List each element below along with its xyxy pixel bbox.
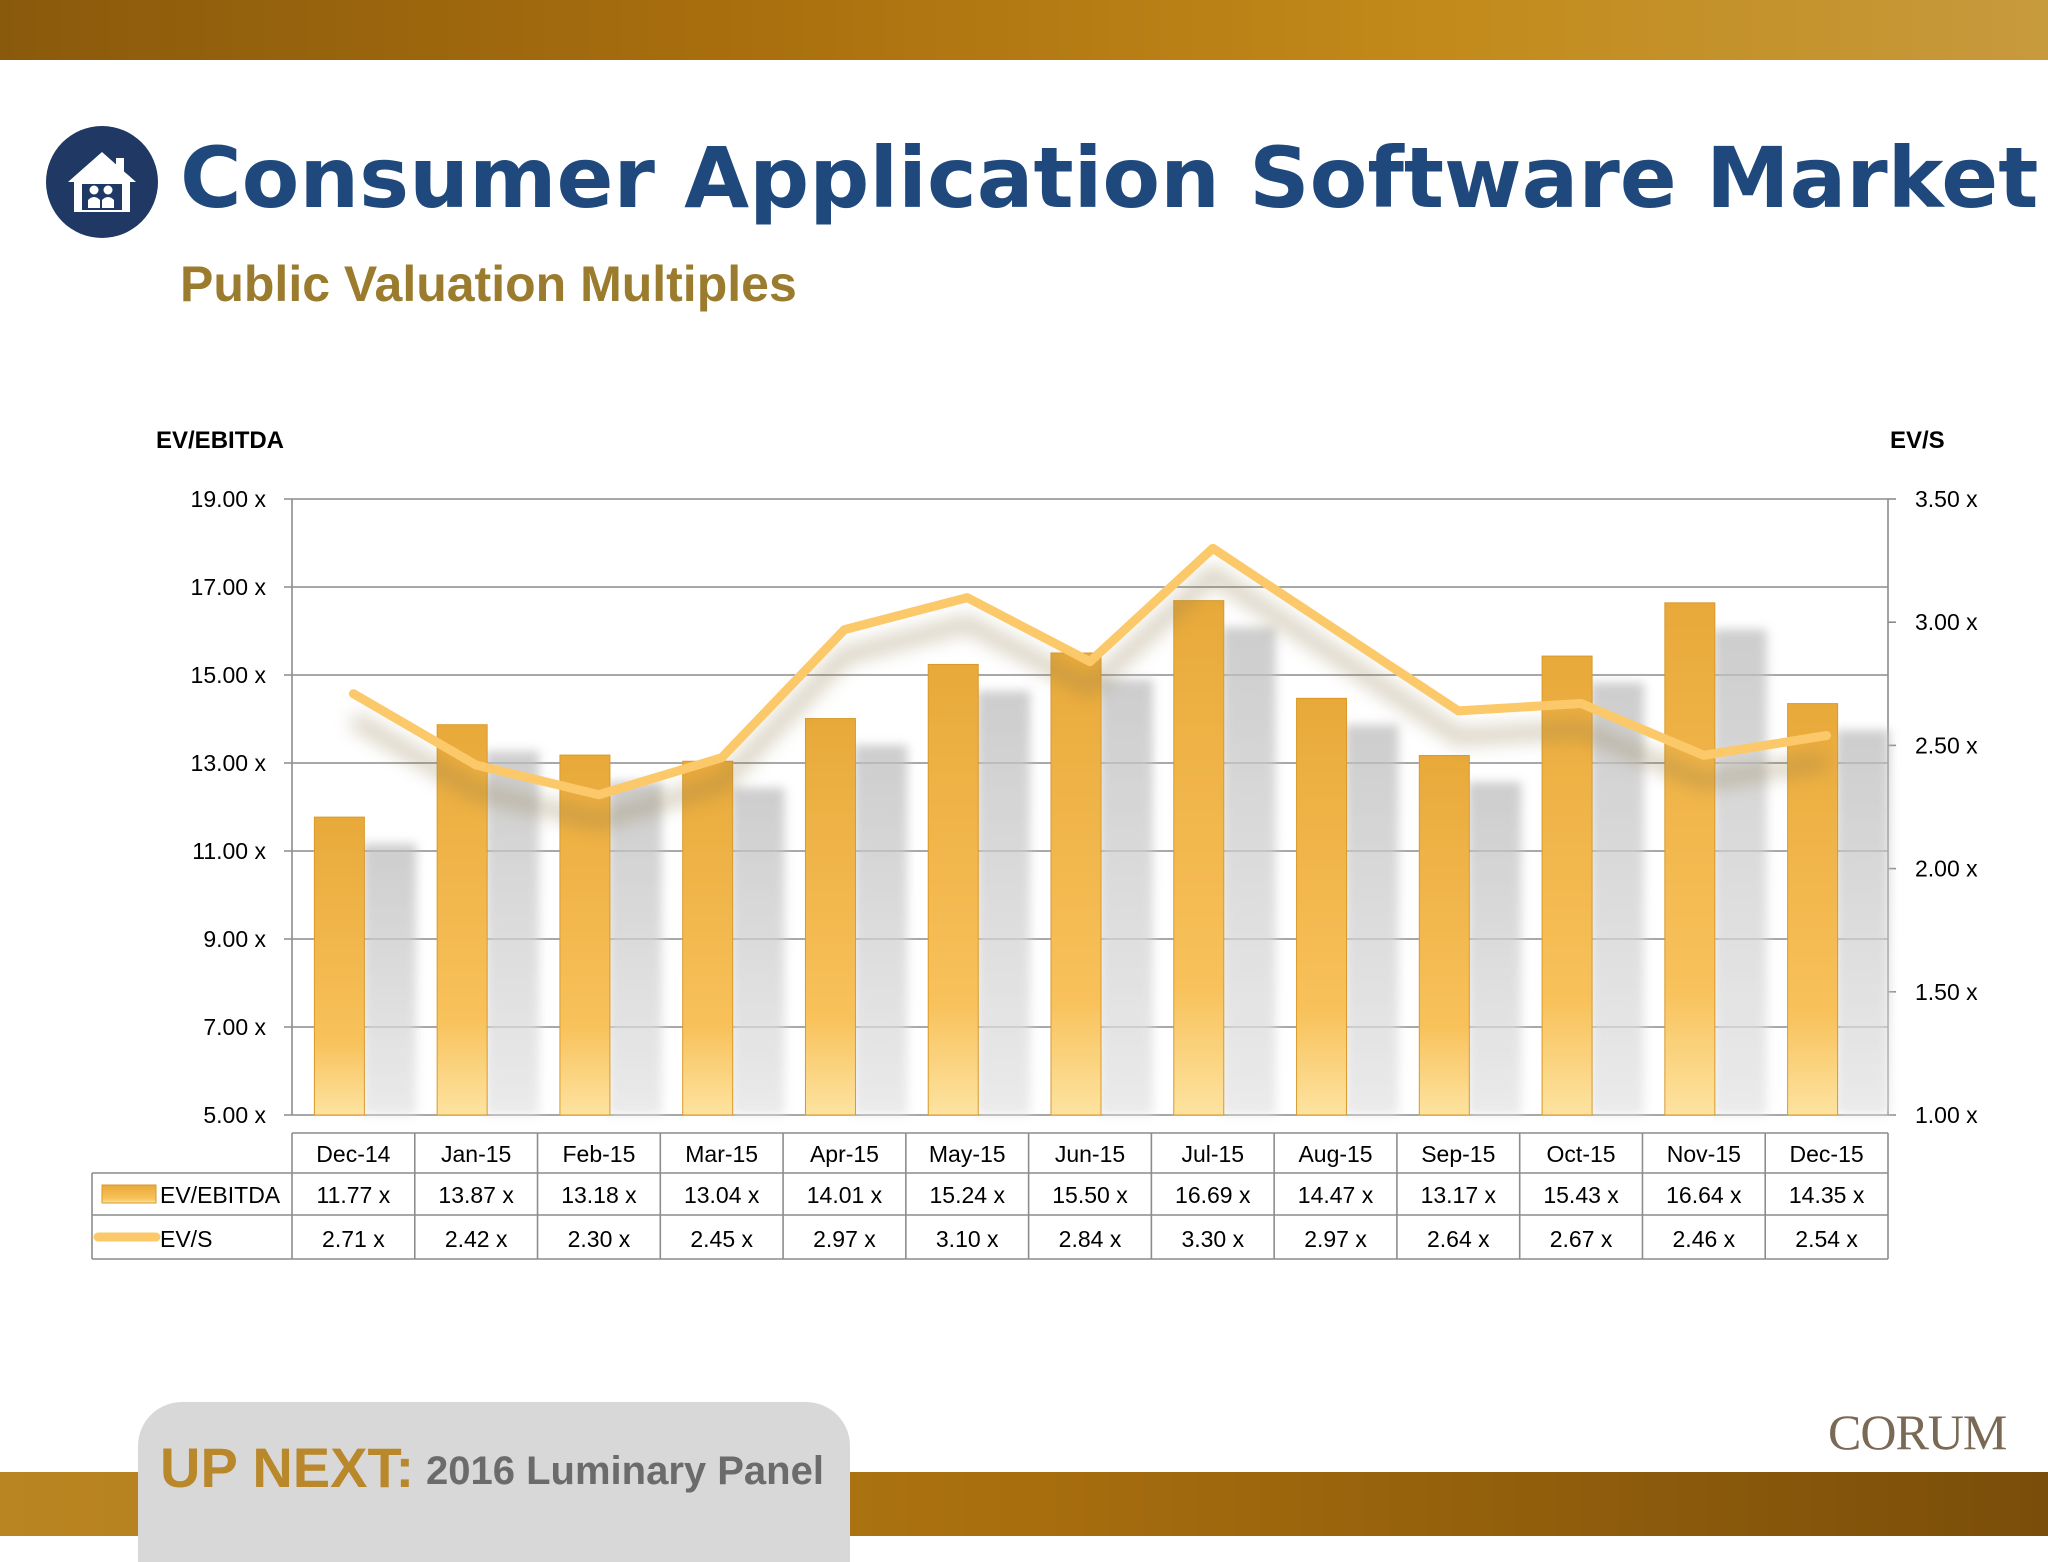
y-tick-label: 7.00 x: [203, 1014, 266, 1040]
valuation-chart: EV/EBITDA EV/S 5.00 x 7.00 x 9.00 x 11.00 x 13…: [0, 400, 2048, 1280]
data-label-ev-ebitda: 13.04 x: [684, 1182, 760, 1208]
bar-shadow: [853, 745, 907, 1115]
data-label-ev-s: 2.67 x: [1550, 1226, 1613, 1252]
x-category-label: Sep-15: [1421, 1141, 1495, 1167]
data-label-ev-s: 2.71 x: [322, 1226, 385, 1252]
bar-ev-ebitda: [805, 719, 855, 1115]
data-label-ev-ebitda: 14.35 x: [1789, 1182, 1865, 1208]
x-category-label: Dec-14: [316, 1141, 390, 1167]
data-label-ev-s: 2.64 x: [1427, 1226, 1490, 1252]
y2-tick-label: 1.00 x: [1915, 1102, 1978, 1128]
data-label-ev-s: 2.97 x: [813, 1226, 876, 1252]
bar-shadow: [1836, 730, 1890, 1115]
page-title: Consumer Application Software Market: [180, 128, 2038, 228]
y2-tick-label: 2.00 x: [1915, 856, 1978, 882]
bar-shadow: [1099, 679, 1153, 1115]
y-tick-label: 5.00 x: [203, 1102, 266, 1128]
y2-tick-label: 3.00 x: [1915, 609, 1978, 635]
bar-ev-ebitda: [1665, 603, 1715, 1115]
house-people-icon: [44, 124, 160, 240]
data-label-ev-s: 2.45 x: [690, 1226, 753, 1252]
bar-shadow: [731, 788, 785, 1115]
bar-shadow: [1713, 629, 1767, 1115]
bar-shadow: [1467, 782, 1521, 1115]
data-label-ev-s: 2.46 x: [1673, 1226, 1736, 1252]
data-label-ev-ebitda: 13.18 x: [561, 1182, 637, 1208]
x-category-label: Apr-15: [810, 1141, 879, 1167]
data-label-ev-ebitda: 16.69 x: [1175, 1182, 1251, 1208]
x-category-label: Aug-15: [1298, 1141, 1372, 1167]
bar-ev-ebitda: [314, 817, 364, 1115]
y-tick-label: 9.00 x: [203, 926, 266, 952]
y-tick-label: 19.00 x: [191, 486, 267, 512]
data-label-ev-ebitda: 11.77 x: [317, 1182, 391, 1208]
y2-tick-label: 2.50 x: [1915, 732, 1978, 758]
bar-ev-ebitda: [1174, 601, 1224, 1115]
legend-label-ev-ebitda: EV/EBITDA: [160, 1182, 281, 1208]
top-accent-bar: [0, 0, 2048, 60]
data-label-ev-s: 2.54 x: [1795, 1226, 1858, 1252]
bar-shadow: [362, 844, 416, 1115]
legend-label-ev-s: EV/S: [160, 1226, 212, 1252]
up-next-label: UP NEXT:: [160, 1436, 414, 1500]
x-category-label: Nov-15: [1667, 1141, 1741, 1167]
x-category-label: Mar-15: [685, 1141, 758, 1167]
data-label-ev-ebitda: 15.50 x: [1052, 1182, 1128, 1208]
bar-shadow: [1345, 725, 1399, 1115]
data-label-ev-ebitda: 15.24 x: [930, 1182, 1006, 1208]
x-category-label: May-15: [929, 1141, 1006, 1167]
data-label-ev-s: 3.10 x: [936, 1226, 999, 1252]
page-subtitle: Public Valuation Multiples: [180, 254, 797, 314]
x-category-label: Jul-15: [1181, 1141, 1244, 1167]
x-category-label: Dec-15: [1790, 1141, 1864, 1167]
data-label-ev-ebitda: 15.43 x: [1543, 1182, 1619, 1208]
data-label-ev-s: 2.42 x: [445, 1226, 508, 1252]
bar-ev-ebitda: [1419, 756, 1469, 1115]
bar-ev-ebitda: [1297, 698, 1347, 1115]
y-tick-label: 13.00 x: [191, 750, 267, 776]
data-label-ev-ebitda: 16.64 x: [1666, 1182, 1742, 1208]
y2-tick-label: 3.50 x: [1915, 486, 1978, 512]
y-tick-label: 17.00 x: [191, 574, 267, 600]
x-category-label: Jan-15: [441, 1141, 511, 1167]
data-label-ev-ebitda: 14.01 x: [807, 1182, 883, 1208]
x-category-label: Feb-15: [562, 1141, 635, 1167]
data-label-ev-ebitda: 13.17 x: [1421, 1182, 1497, 1208]
legend-swatch-ev-ebitda: [102, 1185, 156, 1203]
bar-ev-ebitda: [683, 761, 733, 1115]
y2-tick-label: 1.50 x: [1915, 979, 1978, 1005]
y-tick-label: 11.00 x: [192, 838, 266, 864]
x-category-label: Jun-15: [1055, 1141, 1125, 1167]
up-next-text: 2016 Luminary Panel: [426, 1446, 824, 1496]
bar-shadow: [1222, 627, 1276, 1115]
data-label-ev-ebitda: 13.87 x: [438, 1182, 514, 1208]
y-axis-title: EV/EBITDA: [156, 427, 284, 454]
y-tick-label: 15.00 x: [191, 662, 267, 688]
y2-axis-title: EV/S: [1890, 427, 1945, 454]
bar-ev-ebitda: [928, 664, 978, 1115]
data-label-ev-s: 3.30 x: [1181, 1226, 1244, 1252]
bar-shadow: [608, 781, 662, 1115]
bar-shadow: [976, 691, 1030, 1115]
data-label-ev-s: 2.84 x: [1059, 1226, 1122, 1252]
data-label-ev-ebitda: 14.47 x: [1298, 1182, 1374, 1208]
bar-ev-ebitda: [1051, 653, 1101, 1115]
x-category-label: Oct-15: [1547, 1141, 1616, 1167]
data-label-ev-s: 2.97 x: [1304, 1226, 1367, 1252]
data-label-ev-s: 2.30 x: [568, 1226, 631, 1252]
brand-logo: CORUM: [1828, 1402, 2006, 1462]
